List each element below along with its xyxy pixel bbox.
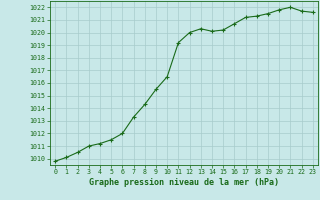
X-axis label: Graphe pression niveau de la mer (hPa): Graphe pression niveau de la mer (hPa) — [89, 178, 279, 187]
